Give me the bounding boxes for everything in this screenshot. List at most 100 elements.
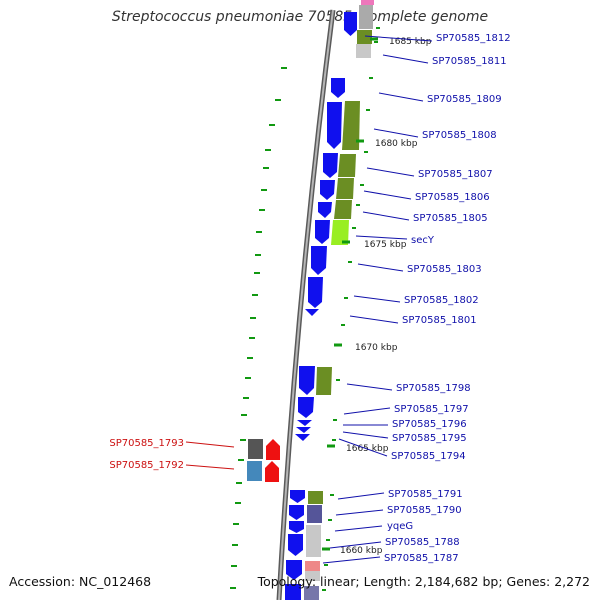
leader-line	[337, 492, 385, 500]
gene-label[interactable]: SP70585_1809	[427, 94, 502, 105]
cog-box-green-1807	[338, 154, 356, 177]
leader-line	[349, 315, 399, 324]
map-title: Streptococcus pneumoniae 70585, complete…	[111, 9, 489, 25]
forward-genes	[285, 12, 357, 600]
gene-arrow-yqeG[interactable]	[289, 521, 304, 533]
gene-arrow-1798[interactable]	[299, 366, 315, 395]
cog-box-green-1808	[342, 101, 360, 150]
gene-arrow-1812[interactable]	[344, 12, 357, 36]
gene-label[interactable]: SP70585_1793	[109, 438, 184, 449]
cog-box-purple-1786	[304, 586, 319, 600]
leader-line	[364, 35, 433, 42]
gene-label[interactable]: SP70585_1792	[109, 460, 184, 471]
leader-line	[366, 167, 415, 177]
leader-line	[353, 295, 401, 303]
backbone-shadow	[276, 9, 336, 600]
gene-label[interactable]: SP70585_1790	[387, 505, 462, 516]
gene-arrow-1809[interactable]	[331, 78, 345, 98]
cog-box-grey-1812	[359, 5, 373, 29]
leader-line	[329, 541, 382, 549]
gene-arrow-1797[interactable]	[298, 397, 314, 418]
gene-label[interactable]: SP70585_1795	[392, 433, 467, 444]
gene-arrow-1792[interactable]	[265, 461, 279, 482]
gene-arrow-1807[interactable]	[323, 153, 338, 178]
gene-arrow-1787[interactable]	[286, 560, 302, 580]
cog-box-green-1812	[357, 30, 372, 44]
cog-box-pink-top	[361, 0, 374, 5]
topology-text: Topology: linear; Length: 2,184,682 bp; …	[257, 574, 590, 589]
cog-box-purple-1790	[307, 505, 322, 523]
guide-ticks	[230, 27, 380, 591]
scale-label: 1680 kbp	[375, 139, 418, 149]
gene-label[interactable]: SP70585_1811	[432, 56, 507, 67]
gene-label[interactable]: SP70585_1797	[394, 404, 469, 415]
gene-label[interactable]: SP70585_1805	[413, 213, 488, 224]
gene-label[interactable]: SP70585_1794	[391, 451, 466, 462]
gene-arrow-1801[interactable]	[305, 309, 319, 316]
cog-box-green-1791	[308, 491, 323, 504]
leader-line	[362, 211, 410, 221]
cog-box-grey-1788	[306, 525, 321, 557]
gene-label[interactable]: SP70585_1791	[388, 489, 463, 500]
leader-line	[185, 441, 235, 448]
leader-line	[357, 263, 404, 272]
gene-arrow-1788[interactable]	[288, 534, 303, 556]
cog-box-green-1805	[334, 200, 352, 219]
gene-arrow-1803[interactable]	[311, 246, 327, 275]
backbone-highlight	[278, 9, 334, 600]
gene-arrow-1796[interactable]	[297, 420, 312, 426]
gene-arrow-1793[interactable]	[266, 439, 280, 460]
gene-arrow-1802[interactable]	[308, 277, 323, 308]
gene-label[interactable]: SP70585_1788	[385, 537, 460, 548]
gene-label[interactable]: yqeG	[387, 521, 413, 532]
gene-arrow-1786[interactable]	[285, 584, 301, 600]
gene-label[interactable]: SP70585_1807	[418, 169, 493, 180]
gene-label[interactable]: SP70585_1787	[384, 553, 459, 564]
leader-line	[185, 464, 235, 470]
gene-label[interactable]: secY	[411, 235, 435, 246]
cog-box-green-1798	[316, 367, 332, 395]
leader-line	[342, 431, 389, 439]
leader-line	[378, 92, 424, 102]
gene-label[interactable]: SP70585_1812	[436, 33, 511, 44]
leader-line	[334, 525, 383, 532]
scale-label: 1675 kbp	[364, 240, 407, 250]
cog-box-green-1806	[336, 178, 354, 199]
gene-label[interactable]: SP70585_1801	[402, 315, 477, 326]
cog-box-dark-1793	[248, 439, 263, 459]
gene-arrow-1806[interactable]	[320, 180, 335, 200]
leader-line	[382, 54, 429, 64]
gene-label[interactable]: SP70585_1803	[407, 264, 482, 275]
backbone	[276, 9, 336, 600]
cog-box-pink-1787	[305, 561, 320, 571]
leader-line	[343, 407, 391, 415]
gene-arrow-1794[interactable]	[295, 434, 310, 441]
gene-label[interactable]: SP70585_1798	[396, 383, 471, 394]
scale-label: 1670 kbp	[355, 343, 398, 353]
reverse-genes	[265, 439, 280, 482]
gene-labels: SP70585_1812 SP70585_1811 SP70585_1809 SP70…	[109, 33, 510, 564]
gene-arrow-1795[interactable]	[296, 427, 311, 433]
leader-line	[338, 438, 388, 457]
leader-line	[355, 235, 408, 240]
gene-label[interactable]: SP70585_1796	[392, 419, 467, 430]
gene-arrow-secY[interactable]	[315, 220, 330, 244]
cog-box-grey-1787	[305, 571, 320, 581]
leader-line	[346, 383, 393, 391]
leader-line	[335, 509, 384, 516]
leader-line	[373, 128, 419, 138]
cog-box-lightgreen-secY	[331, 220, 349, 245]
gene-arrow-1805[interactable]	[318, 202, 332, 218]
gene-arrow-1790[interactable]	[289, 505, 304, 520]
scale-label: 1660 kbp	[340, 546, 383, 556]
cog-box-grey-1811	[356, 44, 371, 58]
gene-label[interactable]: SP70585_1806	[415, 192, 490, 203]
gene-label[interactable]: SP70585_1808	[422, 130, 497, 141]
gene-label[interactable]: SP70585_1802	[404, 295, 479, 306]
gene-arrow-1791[interactable]	[290, 490, 305, 503]
scale-label: 1685 kbp	[389, 37, 432, 47]
cog-box-blue-1792	[247, 461, 262, 481]
gene-arrow-1808[interactable]	[327, 102, 342, 149]
cog-boxes	[247, 0, 374, 600]
